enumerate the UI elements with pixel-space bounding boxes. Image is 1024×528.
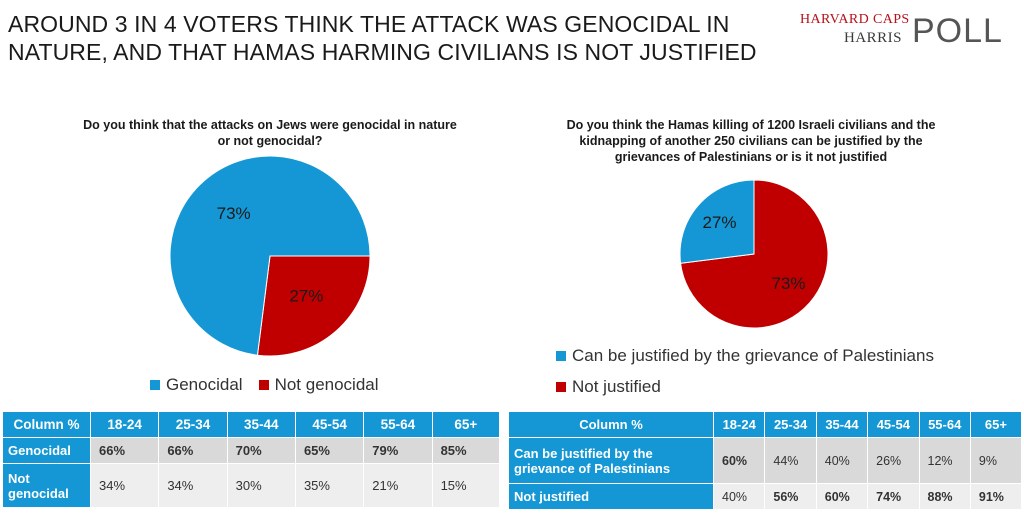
column-header: 55-64: [363, 411, 433, 438]
justified-pie-data-label: 73%: [771, 274, 805, 293]
table-cell: 15%: [431, 463, 501, 508]
table-cell: 85%: [431, 437, 501, 464]
legend-swatch-not-justified: [556, 382, 566, 392]
legend-label-not-genocidal: Not genocidal: [274, 375, 379, 394]
table-cell: 66%: [89, 437, 160, 464]
legend-label-genocidal: Genocidal: [166, 375, 243, 394]
column-header: 45-54: [867, 411, 920, 438]
right-chart-question: Do you think the Hamas killing of 1200 I…: [566, 118, 936, 164]
justified-pie-data-label: 27%: [702, 213, 736, 232]
table-row: Not genocidal 34% 34% 30% 35% 21% 15%: [2, 463, 501, 508]
table-cell: 60%: [712, 437, 766, 484]
table-cell: 74%: [867, 483, 920, 510]
genocidal-pie-data-label: 27%: [289, 287, 323, 306]
table-cell: 66%: [158, 437, 228, 464]
genocidal-by-age-table: Column % 18-24 25-34 35-44 45-54 55-64 6…: [2, 411, 501, 508]
row-label: Not genocidal: [2, 463, 91, 508]
table-cell: 34%: [158, 463, 228, 508]
legend-swatch-not-genocidal: [258, 380, 269, 390]
table-row: Genocidal 66% 66% 70% 65% 79% 85%: [2, 437, 501, 464]
table-row: Can be justified by the grievance of Pal…: [508, 437, 1023, 484]
genocidal-pie-chart: 27% 73%: [169, 155, 371, 357]
table-cell: 79%: [363, 437, 433, 464]
genocidal-pie-slice-genocidal: [169, 155, 371, 356]
legend-item-not-justified: Not justified: [556, 377, 661, 397]
table-cell: 40%: [815, 437, 869, 484]
table-cell: 88%: [918, 483, 971, 510]
table-cell: 91%: [969, 483, 1023, 510]
column-header: 18-24: [712, 411, 766, 438]
justified-pie-slice-can-be-justified-by-the-grievance-of-palestinians: [679, 179, 755, 264]
harvard-caps-harris-poll-logo: HARVARD CAPS HARRIS POLL: [800, 10, 1010, 50]
table-cell: 34%: [89, 463, 160, 508]
column-header: 45-54: [294, 411, 365, 438]
logo-line-1: HARVARD CAPS: [800, 12, 910, 27]
column-header: 35-44: [815, 411, 869, 438]
column-header: 65+: [431, 411, 501, 438]
table-cell: 26%: [867, 437, 920, 484]
column-header: Column %: [2, 411, 91, 438]
page-title: AROUND 3 IN 4 VOTERS THINK THE ATTACK WA…: [8, 11, 757, 65]
column-header: Column %: [508, 411, 714, 438]
column-header: 25-34: [764, 411, 817, 438]
table-header-row: Column % 18-24 25-34 35-44 45-54 55-64 6…: [508, 411, 1023, 438]
column-header: 55-64: [918, 411, 971, 438]
genocidal-pie-slice-not-genocidal: [256, 255, 371, 357]
logo-line-2: HARRIS: [844, 30, 903, 46]
genocidal-pie-data-label: 73%: [217, 204, 251, 223]
legend-item-not-genocidal: Not genocidal: [258, 375, 379, 395]
legend-label-justified: Can be justified by the grievance of Pal…: [572, 346, 934, 365]
table-cell: 30%: [226, 463, 296, 508]
table-cell: 40%: [712, 483, 766, 510]
legend-item-justified: Can be justified by the grievance of Pal…: [556, 346, 934, 366]
left-chart-question: Do you think that the attacks on Jews we…: [83, 118, 457, 148]
table-cell: 60%: [815, 483, 869, 510]
row-label: Can be justified by the grievance of Pal…: [508, 437, 714, 484]
table-cell: 12%: [918, 437, 971, 484]
column-header: 35-44: [226, 411, 296, 438]
table-cell: 56%: [764, 483, 817, 510]
table-cell: 9%: [969, 437, 1023, 484]
table-cell: 35%: [294, 463, 365, 508]
legend-label-not-justified: Not justified: [572, 377, 661, 396]
column-header: 65+: [969, 411, 1023, 438]
table-cell: 44%: [764, 437, 817, 484]
logo-poll: POLL: [912, 12, 1003, 50]
justified-by-age-table: Column % 18-24 25-34 35-44 45-54 55-64 6…: [508, 411, 1023, 510]
table-cell: 65%: [294, 437, 365, 464]
row-label: Not justified: [508, 483, 714, 510]
table-row: Not justified 40% 56% 60% 74% 88% 91%: [508, 483, 1023, 510]
table-cell: 70%: [226, 437, 296, 464]
row-label: Genocidal: [2, 437, 91, 464]
justified-pie-chart: 73% 27%: [679, 179, 829, 329]
legend-swatch-genocidal: [150, 380, 160, 390]
table-cell: 21%: [363, 463, 433, 508]
left-chart-legend: Genocidal Not genocidal: [150, 375, 395, 395]
column-header: 18-24: [89, 411, 160, 438]
legend-swatch-justified: [556, 351, 566, 361]
legend-item-genocidal: Genocidal: [150, 375, 243, 395]
table-header-row: Column % 18-24 25-34 35-44 45-54 55-64 6…: [2, 411, 501, 438]
column-header: 25-34: [158, 411, 228, 438]
